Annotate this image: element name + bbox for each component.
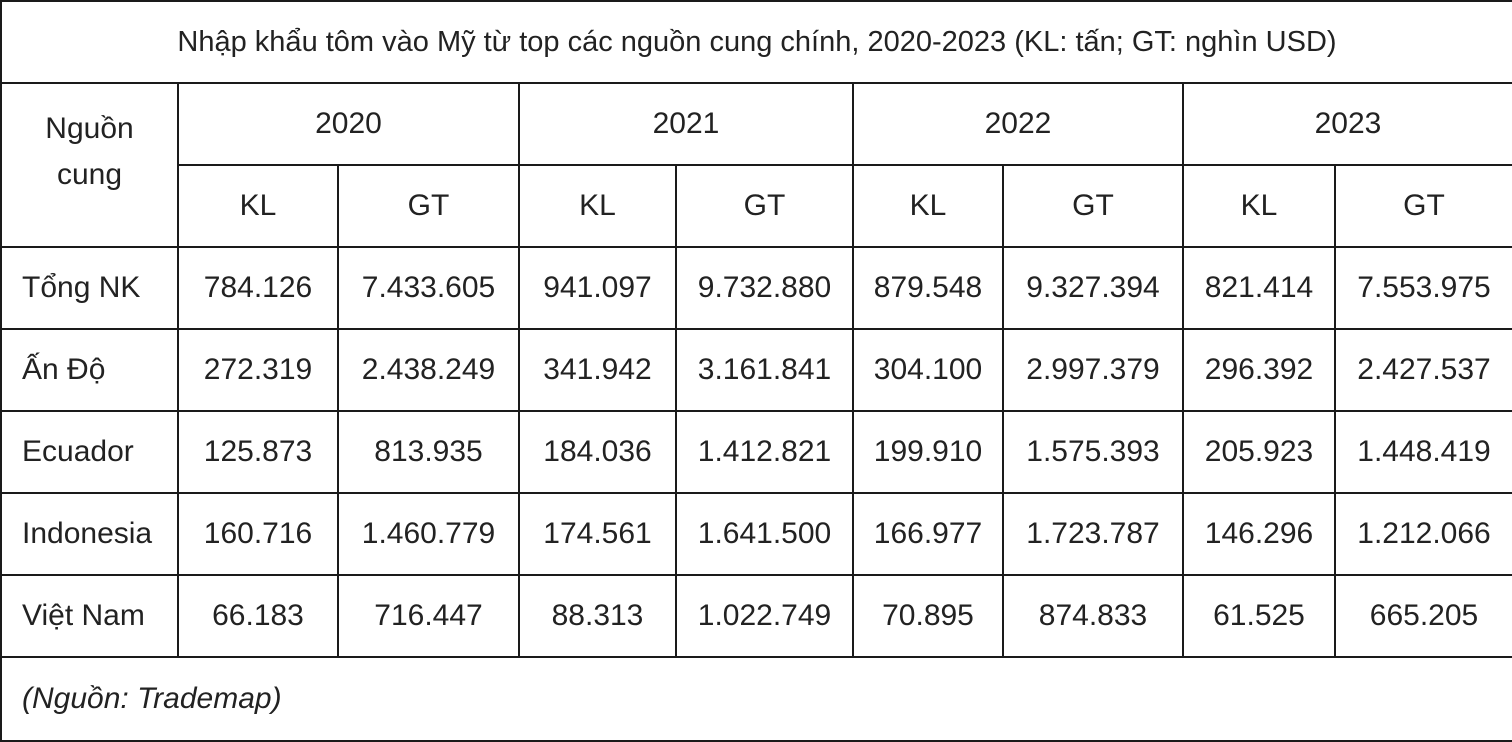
source-label-line2: cung xyxy=(56,158,123,191)
table-cell: 1.022.749 xyxy=(675,574,854,658)
table-cell: 66.183 xyxy=(177,574,339,658)
year-header-2023: 2023 xyxy=(1182,82,1512,166)
table-cell: 941.097 xyxy=(518,246,677,330)
table-cell: 1.641.500 xyxy=(675,492,854,576)
sub-header-kl: KL xyxy=(1182,164,1336,248)
table-cell: 784.126 xyxy=(177,246,339,330)
table-cell: 813.935 xyxy=(337,410,520,494)
table-cell: 160.716 xyxy=(177,492,339,576)
source-note: (Nguồn: Trademap) xyxy=(0,656,1512,742)
sub-header-row: KL GT KL GT KL GT KL GT xyxy=(1,164,1512,248)
table-cell: 2.997.379 xyxy=(1002,328,1184,412)
table-cell: 88.313 xyxy=(518,574,677,658)
table-cell: 199.910 xyxy=(852,410,1004,494)
row-label: Tổng NK xyxy=(0,246,179,330)
source-label-line1: Nguồn xyxy=(45,112,134,145)
row-label: Việt Nam xyxy=(0,574,179,658)
table-cell: 174.561 xyxy=(518,492,677,576)
table-cell: 341.942 xyxy=(518,328,677,412)
table-cell: 272.319 xyxy=(177,328,339,412)
table-cell: 665.205 xyxy=(1334,574,1512,658)
sub-header-kl: KL xyxy=(852,164,1004,248)
note-row: (Nguồn: Trademap) xyxy=(0,656,1512,742)
year-header-2020: 2020 xyxy=(177,82,520,166)
table-title: Nhập khẩu tôm vào Mỹ từ top các nguồn cu… xyxy=(0,0,1512,84)
table-cell: 1.448.419 xyxy=(1334,410,1512,494)
table-cell: 1.575.393 xyxy=(1002,410,1184,494)
table-cell: 9.327.394 xyxy=(1002,246,1184,330)
table-cell: 9.732.880 xyxy=(675,246,854,330)
table-cell: 304.100 xyxy=(852,328,1004,412)
table-cell: 7.433.605 xyxy=(337,246,520,330)
year-header-2021: 2021 xyxy=(518,82,854,166)
table-cell: 296.392 xyxy=(1182,328,1336,412)
source-column-header: Nguồn cung xyxy=(0,82,179,248)
sub-header-gt: GT xyxy=(1002,164,1184,248)
table-cell: 146.296 xyxy=(1182,492,1336,576)
sub-header-gt: GT xyxy=(675,164,854,248)
table-cell: 1.412.821 xyxy=(675,410,854,494)
table-cell: 716.447 xyxy=(337,574,520,658)
table-row: Ấn Độ 272.319 2.438.249 341.942 3.161.84… xyxy=(0,328,1512,412)
sub-header-kl: KL xyxy=(177,164,339,248)
table-cell: 61.525 xyxy=(1182,574,1336,658)
sub-header-kl: KL xyxy=(518,164,677,248)
year-header-2022: 2022 xyxy=(852,82,1184,166)
row-label: Ecuador xyxy=(0,410,179,494)
sub-header-gt: GT xyxy=(1334,164,1512,248)
table-cell: 2.438.249 xyxy=(337,328,520,412)
table-cell: 1.212.066 xyxy=(1334,492,1512,576)
table-row: Ecuador 125.873 813.935 184.036 1.412.82… xyxy=(0,410,1512,494)
year-header-row: Nguồn cung 2020 2021 2022 2023 xyxy=(0,82,1512,248)
row-label: Indonesia xyxy=(0,492,179,576)
row-label: Ấn Độ xyxy=(0,328,179,412)
table-cell: 184.036 xyxy=(518,410,677,494)
table-cell: 3.161.841 xyxy=(675,328,854,412)
table-cell: 1.460.779 xyxy=(337,492,520,576)
table-cell: 879.548 xyxy=(852,246,1004,330)
table-cell: 2.427.537 xyxy=(1334,328,1512,412)
table-cell: 1.723.787 xyxy=(1002,492,1184,576)
table-cell: 125.873 xyxy=(177,410,339,494)
table-row: Việt Nam 66.183 716.447 88.313 1.022.749… xyxy=(0,574,1512,658)
title-row: Nhập khẩu tôm vào Mỹ từ top các nguồn cu… xyxy=(0,0,1512,84)
table-cell: 205.923 xyxy=(1182,410,1336,494)
table-cell: 874.833 xyxy=(1002,574,1184,658)
table-cell: 7.553.975 xyxy=(1334,246,1512,330)
table-row-total: Tổng NK 784.126 7.433.605 941.097 9.732.… xyxy=(0,246,1512,330)
table-cell: 821.414 xyxy=(1182,246,1336,330)
table-cell: 166.977 xyxy=(852,492,1004,576)
sub-header-gt: GT xyxy=(337,164,520,248)
table-cell: 70.895 xyxy=(852,574,1004,658)
table-row: Indonesia 160.716 1.460.779 174.561 1.64… xyxy=(0,492,1512,576)
